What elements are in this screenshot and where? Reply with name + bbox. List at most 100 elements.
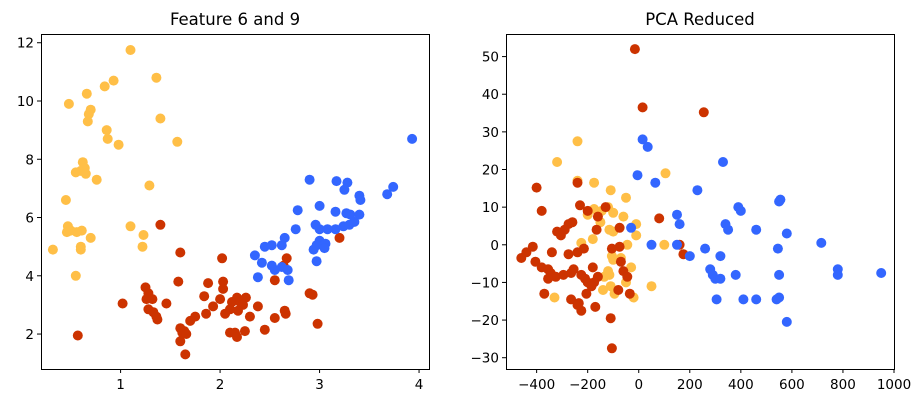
data-point-red	[572, 247, 583, 258]
data-point-yellow	[60, 195, 71, 205]
data-point-red	[334, 232, 345, 243]
data-point-red	[181, 329, 192, 339]
x-tick-label: 4	[415, 377, 424, 393]
data-point-blue	[700, 243, 711, 254]
data-point-red	[218, 283, 229, 294]
data-point-red	[218, 276, 229, 287]
data-point-blue	[816, 237, 827, 248]
data-point-red	[185, 315, 196, 326]
data-point-blue	[266, 240, 277, 251]
data-point-blue	[775, 194, 786, 205]
data-point-yellow	[125, 221, 136, 232]
data-point-red	[614, 241, 625, 252]
data-point-yellow	[605, 185, 616, 196]
x-tick-label: 2	[216, 377, 225, 393]
data-point-blue	[292, 205, 303, 216]
data-point-blue	[310, 219, 321, 230]
data-point-yellow	[621, 192, 631, 203]
data-point-yellow	[659, 239, 670, 250]
data-point-yellow	[144, 180, 155, 191]
chart-title: PCA Reduced	[645, 10, 755, 29]
data-point-yellow	[155, 113, 166, 124]
data-point-blue	[751, 294, 762, 305]
x-tick-label: 800	[830, 377, 856, 393]
data-point-blue	[249, 250, 260, 261]
data-point-red	[568, 264, 579, 275]
data-point-red	[117, 298, 128, 309]
data-point-blue	[751, 224, 762, 235]
x-tick-label: −400	[518, 377, 555, 393]
data-point-red	[572, 177, 583, 188]
data-point-yellow	[113, 139, 124, 150]
data-point-red	[155, 219, 166, 230]
data-point-blue	[632, 170, 643, 181]
data-point-red	[233, 305, 243, 316]
data-point-blue	[735, 205, 746, 216]
data-point-yellow	[646, 281, 657, 292]
data-point-red	[600, 202, 611, 213]
data-point-yellow	[63, 98, 74, 109]
data-point-blue	[781, 316, 792, 327]
data-point-yellow	[589, 177, 600, 188]
data-point-red	[215, 294, 226, 305]
data-point-blue	[781, 228, 792, 239]
data-point-red	[629, 44, 640, 55]
data-point-blue	[308, 244, 319, 255]
data-point-blue	[331, 176, 342, 187]
data-point-red	[180, 349, 191, 360]
data-point-red	[558, 269, 569, 280]
data-point-yellow	[71, 227, 82, 238]
data-point-red	[244, 311, 255, 322]
data-point-red	[543, 273, 554, 284]
data-point-red	[269, 313, 280, 323]
data-point-yellow	[99, 81, 110, 92]
data-point-blue	[330, 206, 341, 217]
data-point-red	[582, 205, 593, 216]
y-tick-label: 8	[25, 152, 34, 168]
data-point-red	[654, 213, 665, 224]
y-tick-label: 20	[482, 163, 499, 179]
data-point-yellow	[83, 109, 94, 120]
data-point-red	[175, 336, 186, 347]
x-tick-label: 600	[779, 377, 805, 393]
data-point-red	[606, 343, 617, 354]
data-point-red	[575, 200, 585, 211]
data-point-red	[175, 247, 186, 258]
plot-frame	[506, 34, 895, 370]
data-point-red	[279, 305, 290, 316]
data-point-blue	[304, 174, 315, 185]
data-point-blue	[672, 209, 682, 220]
data-point-yellow	[622, 239, 633, 250]
data-point-yellow	[598, 285, 608, 295]
data-point-yellow	[626, 262, 637, 273]
data-point-red	[72, 330, 83, 341]
data-point-yellow	[660, 168, 671, 179]
data-point-blue	[282, 265, 293, 275]
data-point-red	[199, 291, 210, 302]
data-point-blue	[252, 272, 263, 283]
data-point-blue	[276, 240, 287, 251]
data-point-red	[269, 275, 280, 286]
data-point-blue	[256, 257, 267, 268]
data-point-blue	[349, 216, 360, 227]
y-tick-label: 40	[482, 87, 499, 103]
data-point-red	[591, 224, 602, 235]
data-point-blue	[319, 243, 330, 254]
data-point-red	[592, 211, 603, 222]
data-point-red	[614, 222, 625, 233]
data-point-blue	[650, 177, 661, 188]
data-point-blue	[774, 292, 785, 303]
data-point-red	[208, 301, 219, 312]
data-point-red	[552, 226, 563, 237]
data-point-red	[613, 285, 624, 295]
y-tick-label: 2	[25, 327, 34, 343]
data-point-yellow	[587, 234, 598, 245]
data-point-red	[152, 314, 163, 325]
data-point-blue	[715, 273, 726, 284]
data-point-blue	[355, 195, 366, 205]
data-point-yellow	[91, 174, 102, 185]
data-point-blue	[730, 269, 741, 280]
data-point-blue	[832, 269, 843, 280]
